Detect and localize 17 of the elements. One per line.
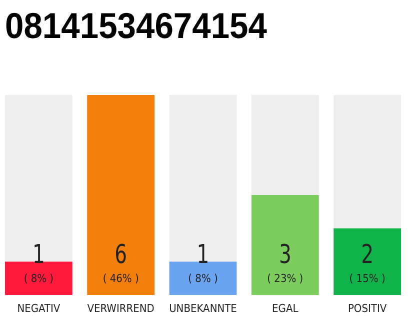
x-tick-label: EGAL	[272, 302, 299, 315]
x-tick-label: VERWIRREND	[87, 302, 155, 315]
annotation: ( 15% )	[349, 272, 386, 285]
x-tick-label: UNBEKANNTE	[169, 302, 237, 315]
chart-title: 08141534674154	[5, 5, 286, 46]
x-tick-label: NEGATIV	[17, 302, 60, 315]
annotation: ( 8% )	[188, 272, 218, 285]
bar	[5, 262, 72, 295]
annotation: ( 8% )	[24, 272, 54, 285]
bar	[169, 262, 237, 295]
data-label: 3	[278, 240, 292, 270]
data-label: 1	[196, 240, 210, 270]
annotation: ( 23% )	[267, 272, 304, 285]
x-tick-label: POSITIV	[348, 302, 387, 315]
data-label: 6	[114, 240, 128, 270]
annotation: ( 46% )	[102, 272, 139, 285]
data-label: 2	[361, 240, 374, 270]
